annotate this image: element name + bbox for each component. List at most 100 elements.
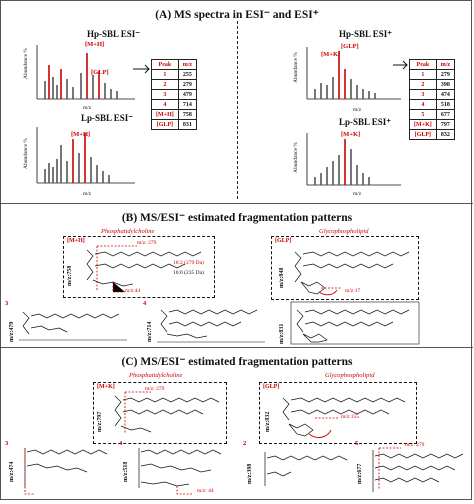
structure-box	[63, 236, 215, 298]
mz-label: m/z:479	[9, 321, 15, 342]
annotation: 16:0 (235 Da)	[173, 270, 204, 276]
spectrum-title: Hp-SBL ESI⁻	[87, 29, 141, 39]
fragment-structure	[157, 309, 265, 343]
panel-c-title: (C) MS/ESI⁻ estimated fragmentation patt…	[121, 356, 353, 368]
peak-label: [M+H]	[85, 41, 105, 48]
table-header-cell: Peak	[151, 59, 179, 70]
fragment-number: 2	[243, 440, 247, 447]
table-row: [M+H] 758	[151, 109, 198, 120]
fragment-structure	[372, 447, 464, 492]
annotation: m/z: 279	[405, 442, 425, 448]
fragment-number: 4	[143, 300, 147, 307]
table-cell: 1	[151, 69, 179, 80]
table-cell: 758	[177, 109, 198, 120]
annotation: m/z: 279	[145, 386, 165, 392]
table-row: 2 398	[409, 79, 456, 90]
molecule-name: Glycophospholipid	[325, 372, 375, 379]
mz-label: m/z:848	[279, 267, 285, 288]
ion-tag: [GLP]	[263, 384, 280, 390]
spectrum-title: Hp-SBL ESI⁺	[339, 29, 393, 39]
mz-label: m/z:714	[147, 321, 153, 342]
table-row: [GLP] 831	[151, 119, 198, 130]
x-axis-label: m/z	[83, 191, 92, 197]
panel-a-title: (A) MS spectra in ESI⁻ and ESI⁺	[155, 9, 319, 21]
structure-phosphatidylcholine	[114, 391, 220, 434]
table-cell: 279	[177, 79, 198, 90]
table-header-cell: Peak	[409, 59, 437, 70]
table-cell: 4	[409, 99, 437, 110]
mz-label: m/z:398	[247, 463, 253, 484]
table-cell: 4	[151, 99, 179, 110]
table-header-row: Peak m/z	[409, 59, 456, 70]
panel-divider	[237, 21, 238, 199]
fragment-number: 4	[119, 440, 123, 447]
ion-tag: [M+H]	[67, 238, 85, 244]
table-cell: 518	[435, 99, 456, 110]
annotation: 18:2 (279 Da)	[173, 260, 204, 266]
ion-tag: [M+K]	[97, 384, 115, 390]
spectrum-plot-left-bottom	[36, 127, 135, 184]
spectrum-plot-right-bottom	[306, 133, 401, 186]
y-axis-label: Abundance %	[293, 51, 299, 83]
ion-tag: [GLP]	[275, 238, 292, 244]
annotation: m/z: 44	[197, 488, 214, 494]
peak-label: [M+K]	[341, 131, 361, 138]
table-cell: 398	[435, 79, 456, 90]
mz-label: m/z:677	[357, 463, 363, 484]
structure-phosphatidylcholine	[86, 245, 202, 293]
structure-box	[93, 382, 227, 444]
arrow-icon	[133, 64, 150, 74]
table-cell: 797	[435, 119, 456, 130]
fragment-number: 3	[5, 300, 9, 307]
structure-box	[259, 382, 417, 444]
y-axis-label: Abundance %	[293, 141, 299, 173]
table-row: 4 714	[151, 99, 198, 110]
peak-label: [M+H]	[71, 131, 91, 138]
peak-label: [M+K]	[321, 51, 341, 58]
fragment-number: 3	[5, 440, 9, 447]
mz-label: m/z:797	[97, 411, 103, 432]
table-header-row: Peak m/z	[151, 59, 198, 70]
peak-table-right: Peak m/z 1 279 2 398 3 474 4 518 5 677 [M+K] 797 [GLP]…	[409, 59, 456, 140]
panel-b: (B) MS/ESI⁻ estimated fragmentation patt…	[1, 203, 473, 348]
x-axis-label: m/z	[83, 105, 92, 111]
annotation: m/z:155	[341, 414, 360, 420]
table-row: 3 474	[409, 89, 456, 100]
table-cell: 3	[151, 89, 179, 100]
fragment-structure	[138, 448, 222, 495]
table-row: 5 677	[409, 109, 456, 120]
fragment-structure	[19, 311, 127, 341]
table-cell: 2	[409, 79, 437, 90]
panel-b-title: (B) MS/ESI⁻ estimated fragmentation patt…	[121, 212, 353, 224]
mz-label: m/z:832	[265, 411, 271, 432]
table-row: 1 279	[409, 69, 456, 80]
annotation: m/z: 279	[137, 240, 157, 246]
arrow-icon	[393, 60, 408, 70]
spectrum-title: Lp-SBL ESI⁺	[339, 117, 392, 127]
x-axis-label: m/z	[353, 107, 362, 113]
y-axis-label: Abundance %	[23, 137, 29, 169]
y-axis-label: Abundance %	[23, 47, 29, 79]
table-cell: 831	[177, 119, 198, 130]
panel-a: (A) MS spectra in ESI⁻ and ESI⁺ Hp-SBL E…	[1, 1, 473, 203]
fragment-structure	[290, 301, 420, 345]
table-header-cell: m/z	[435, 59, 456, 70]
panel-c: (C) MS/ESI⁻ estimated fragmentation patt…	[1, 347, 473, 504]
fragment-structure	[264, 452, 348, 486]
table-cell: 479	[177, 89, 198, 100]
table-cell: [GLP]	[409, 129, 437, 140]
structure-box	[271, 236, 419, 300]
table-cell: 3	[409, 89, 437, 100]
table-cell: 474	[435, 89, 456, 100]
table-cell: [GLP]	[151, 119, 179, 130]
structure-glycophospholipid	[294, 251, 410, 296]
table-cell: 1	[409, 69, 437, 80]
molecule-name: Glycophospholipid	[319, 228, 369, 235]
fragment-number: 5	[355, 440, 359, 447]
spectrum-title: Lp-SBL ESI⁻	[81, 113, 134, 123]
table-row: 2 279	[151, 79, 198, 90]
table-cell: [M+H]	[151, 109, 179, 120]
mz-label: m/z:518	[123, 461, 129, 482]
structure-glycophospholipid	[282, 397, 406, 438]
